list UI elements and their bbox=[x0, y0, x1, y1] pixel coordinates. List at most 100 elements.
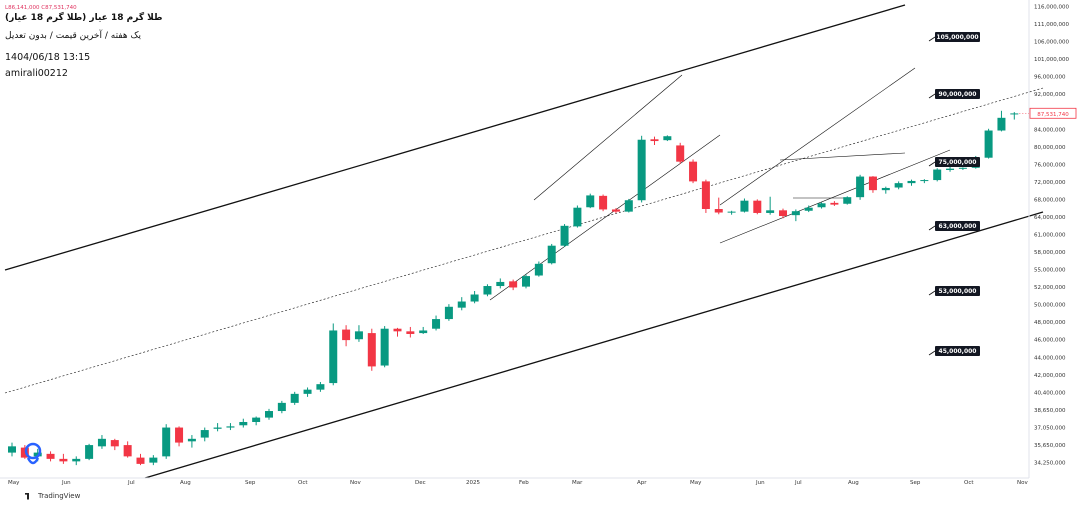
trend-line bbox=[719, 149, 951, 244]
x-tick-label: Sep bbox=[910, 480, 921, 486]
zone-label-text: 75,000,000 bbox=[939, 159, 977, 166]
bull-candle bbox=[933, 169, 942, 181]
zone-price-label: 63,000,000 bbox=[928, 221, 980, 231]
bull-candle bbox=[624, 200, 633, 212]
bull-candle bbox=[444, 306, 453, 320]
bull-candle bbox=[265, 411, 273, 418]
bull-candle bbox=[200, 430, 209, 438]
chart-description: یک هفته / آخرین قیمت / بدون تعدیل bbox=[5, 31, 142, 41]
zone-label-text: 90,000,000 bbox=[939, 91, 977, 98]
zone-label-text: 53,000,000 bbox=[939, 288, 977, 295]
bull-candle bbox=[8, 446, 16, 453]
bull-candle bbox=[239, 421, 248, 426]
bull-candle bbox=[187, 438, 196, 442]
bull-candle bbox=[226, 426, 235, 428]
x-tick-label: Dec bbox=[415, 480, 426, 486]
x-tick-label: Mar bbox=[572, 480, 583, 486]
x-tick-label: May bbox=[8, 480, 20, 486]
zone-price-label: 45,000,000 bbox=[928, 346, 980, 356]
y-tick-label: 61,000,000 bbox=[1034, 233, 1066, 239]
bull-candle bbox=[560, 225, 569, 246]
bull-candle bbox=[920, 180, 929, 182]
bull-candle bbox=[354, 331, 363, 340]
bull-candle bbox=[791, 211, 800, 216]
bull-candle bbox=[1010, 113, 1019, 115]
brand[interactable]: TradingView bbox=[25, 492, 80, 500]
y-tick-label: 55,000,000 bbox=[1034, 268, 1066, 274]
bear-candle bbox=[342, 329, 351, 341]
y-tick-label: 35,650,000 bbox=[1034, 443, 1066, 449]
y-tick-label: 101,000,000 bbox=[1034, 57, 1069, 63]
last-price-tag-text: 87,531,740 bbox=[1037, 112, 1069, 118]
y-tick-label: 48,000,000 bbox=[1034, 320, 1066, 326]
bear-candle bbox=[689, 161, 698, 182]
ohlc-readout: L86,141,000 C87,531,740 bbox=[5, 5, 77, 11]
chart-datetime: 1404/06/18 13:15 bbox=[5, 52, 91, 63]
bull-candle bbox=[252, 417, 261, 422]
zone-price-label: 53,000,000 bbox=[928, 286, 980, 296]
bull-candle bbox=[958, 167, 967, 169]
bear-candle bbox=[59, 458, 68, 462]
zone-label-bg bbox=[935, 89, 980, 99]
bull-candle bbox=[856, 176, 865, 198]
bear-candle bbox=[393, 328, 402, 332]
y-tick-label: 40,400,000 bbox=[1034, 390, 1066, 396]
y-tick-label: 64,000,000 bbox=[1034, 215, 1066, 221]
x-tick-label: Jul bbox=[127, 480, 135, 486]
bull-candle bbox=[946, 168, 955, 170]
bull-candle bbox=[97, 438, 106, 447]
trend-line bbox=[719, 67, 916, 206]
bull-candle bbox=[766, 210, 775, 213]
bull-candle bbox=[894, 183, 903, 188]
x-tick-label: Oct bbox=[964, 480, 974, 486]
bull-candle bbox=[534, 263, 543, 276]
bull-candle bbox=[907, 180, 916, 184]
bull-candle bbox=[85, 445, 94, 459]
y-tick-label: 72,000,000 bbox=[1034, 180, 1066, 186]
y-tick-label: 50,000,000 bbox=[1034, 303, 1066, 309]
bull-candle bbox=[997, 117, 1006, 131]
bear-candle bbox=[599, 195, 608, 210]
bull-candle bbox=[470, 294, 479, 302]
tradingview-logo-icon bbox=[25, 492, 29, 500]
zone-label-connector bbox=[928, 93, 936, 99]
zone-label-connector bbox=[928, 290, 936, 296]
bull-candle bbox=[663, 136, 672, 141]
bull-candle bbox=[804, 207, 813, 211]
channel-upper-line bbox=[4, 4, 906, 271]
x-tick-label: Oct bbox=[298, 480, 308, 486]
bear-candle bbox=[676, 145, 685, 162]
bear-candle bbox=[509, 281, 518, 288]
x-tick-label: Aug bbox=[180, 480, 191, 486]
zone-label-bg bbox=[935, 157, 980, 167]
bull-candle bbox=[329, 330, 338, 384]
map-pin-icon[interactable] bbox=[22, 440, 44, 470]
y-tick-label: 76,000,000 bbox=[1034, 162, 1066, 168]
x-tick-label: Nov bbox=[1017, 480, 1028, 486]
bull-candle bbox=[303, 389, 312, 394]
bear-candle bbox=[175, 427, 184, 443]
x-tick-label: Jun bbox=[755, 480, 765, 486]
trend-line bbox=[489, 134, 721, 301]
bull-candle bbox=[419, 330, 428, 334]
x-tick-label: Jul bbox=[794, 480, 802, 486]
zone-price-label: 90,000,000 bbox=[928, 89, 980, 99]
ohlc-values: L86,141,000 C87,531,740 bbox=[5, 5, 77, 11]
y-tick-label: 92,000,000 bbox=[1034, 92, 1066, 98]
bear-candle bbox=[830, 202, 839, 205]
bull-candle bbox=[637, 139, 646, 201]
bear-candle bbox=[701, 181, 710, 210]
bear-candle bbox=[406, 331, 415, 334]
bull-candle bbox=[290, 393, 299, 403]
bull-candle bbox=[380, 328, 389, 366]
y-tick-label: 111,000,000 bbox=[1034, 22, 1069, 28]
x-tick-label: Feb bbox=[519, 480, 529, 486]
y-tick-label: 38,650,000 bbox=[1034, 408, 1066, 414]
bear-candle bbox=[868, 176, 877, 191]
zone-label-bg bbox=[935, 221, 980, 231]
bull-candle bbox=[149, 457, 158, 463]
y-tick-label: 42,000,000 bbox=[1034, 373, 1066, 379]
zone-label-text: 63,000,000 bbox=[939, 223, 977, 230]
zone-label-bg bbox=[935, 32, 980, 42]
